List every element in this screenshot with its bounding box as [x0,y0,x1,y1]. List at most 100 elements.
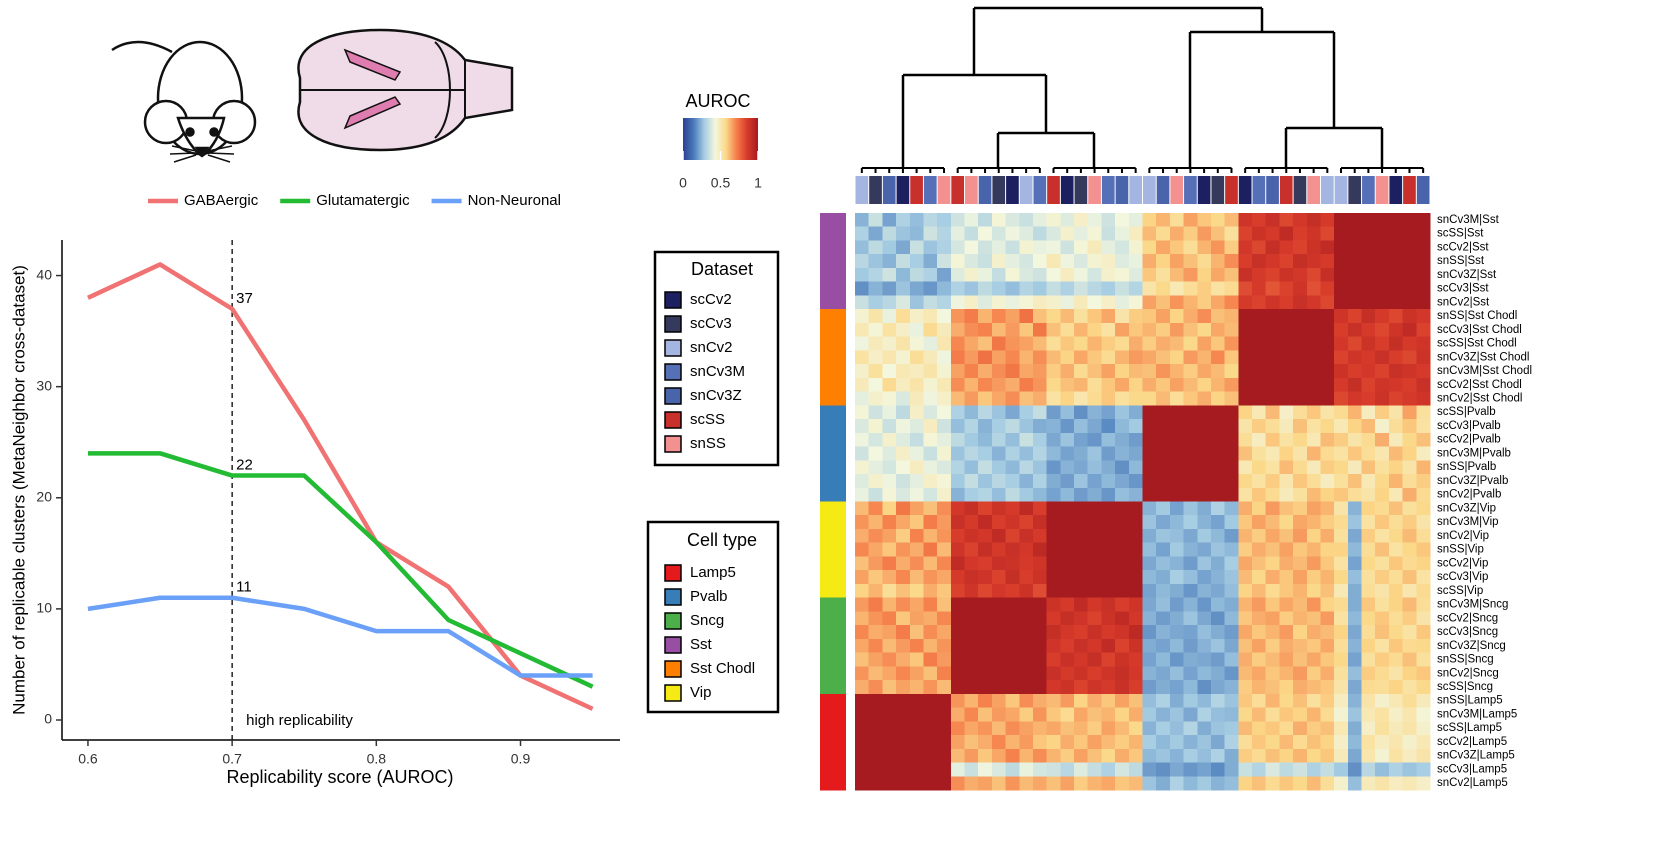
heatmap-cell [1169,322,1184,338]
heatmap-cell [1388,405,1404,420]
heatmap-cell [1293,446,1308,461]
row-annotation [820,295,846,310]
heatmap-cell [1375,405,1390,420]
heatmap-cell [1306,226,1321,241]
row-label: snCv3Z|Vip [1437,502,1496,514]
heatmap-cell [1060,322,1075,338]
heatmap-cell [1293,213,1308,228]
heatmap-cell [1115,419,1130,434]
heatmap-cell [937,432,952,447]
row-annotation [820,405,846,420]
heatmap-cell [1087,432,1102,447]
heatmap-cell [937,405,952,420]
heatmap-cell [1046,611,1061,626]
heatmap-cell [1183,419,1198,434]
heatmap-cell [1074,446,1089,461]
heatmap-cell [1074,680,1089,695]
heatmap-cell [1183,226,1198,241]
heatmap-cell [1032,652,1048,667]
heatmap-cell [1115,501,1130,516]
heatmap-cell [1347,213,1362,228]
heatmap-cell [1334,295,1349,310]
heatmap-cell [1293,515,1308,530]
heatmap-cell [1156,405,1171,420]
legend-swatch [664,363,682,381]
x-tick-label: 0.6 [78,751,98,767]
heatmap-cell [1252,474,1267,489]
heatmap-cell [1347,391,1362,406]
heatmap-cell [1169,776,1184,791]
heatmap-cell [1320,226,1335,241]
heatmap-cell [1306,638,1321,654]
heatmap-cell [937,501,952,516]
heatmap-cell [937,254,952,269]
heatmap-cell [1334,350,1349,365]
heatmap-cell [1032,322,1048,338]
heatmap-cell [1046,474,1061,489]
heatmap-cell [1074,474,1089,489]
heatmap-cell [855,446,870,461]
heatmap-cell [1032,583,1048,599]
heatmap-cell [1279,405,1294,420]
heatmap-cell [1279,776,1294,791]
heatmap-cell [1306,597,1321,612]
heatmap-cell [1115,721,1130,736]
heatmap-cell [1265,597,1280,612]
heatmap-cell [978,487,993,502]
heatmap-cell [937,611,952,626]
heatmap-cell [923,652,938,667]
heatmap-cell [1388,735,1404,750]
heatmap-cell [1115,432,1130,447]
heatmap-cell [991,487,1006,502]
heatmap-cell [1334,597,1349,612]
heatmap-cell [978,474,993,489]
heatmap-cell [1402,281,1417,296]
heatmap-cell [1224,350,1239,365]
heatmap-cell [1320,556,1335,571]
heatmap-cell [1388,652,1404,667]
heatmap-cell [1019,336,1034,351]
heatmap-cell [1252,419,1267,434]
heatmap-cell [1279,226,1294,241]
heatmap-cell [1402,597,1417,612]
heatmap-cell [964,460,979,475]
heatmap-cell [1074,322,1089,338]
heatmap-cell [1293,432,1308,447]
row-annotation [820,432,846,447]
heatmap-cell [1156,419,1171,434]
heatmap-cell [1238,762,1253,777]
heatmap-cell [1101,597,1116,612]
heatmap-cell [1019,226,1034,241]
heatmap-cell [1388,377,1404,392]
heatmap-cell [950,391,965,406]
heatmap-cell [896,364,911,379]
heatmap-cell [923,528,938,544]
heatmap-cell [1183,254,1198,269]
heatmap-cell [1087,377,1102,392]
column-annotation [992,176,1006,204]
heatmap-cell [964,680,979,695]
heatmap-cell [1347,638,1362,654]
heatmap-cell [1279,240,1294,255]
heatmap-cell [1293,707,1308,722]
heatmap-cell [1224,707,1239,722]
heatmap-cell [1388,638,1404,654]
heatmap-cell [1252,735,1267,750]
heatmap-cell [1115,364,1130,379]
heatmap-cell [1046,638,1061,654]
heatmap-cell [1402,776,1417,791]
heatmap-cell [1320,611,1335,626]
heatmap-cell [937,364,952,379]
legend-swatch [664,315,682,333]
heatmap-cell [896,748,911,763]
heatmap-cell [1156,501,1171,516]
heatmap-cell [991,528,1006,544]
heatmap-cell [1074,515,1089,530]
heatmap-cell [937,542,952,557]
heatmap-cell [868,762,883,777]
legend-label: snCv2 [690,339,733,356]
heatmap-cell [1005,446,1020,461]
heatmap-cell [1265,625,1280,640]
heatmap-cell [1375,515,1390,530]
heatmap-cell [868,680,883,695]
